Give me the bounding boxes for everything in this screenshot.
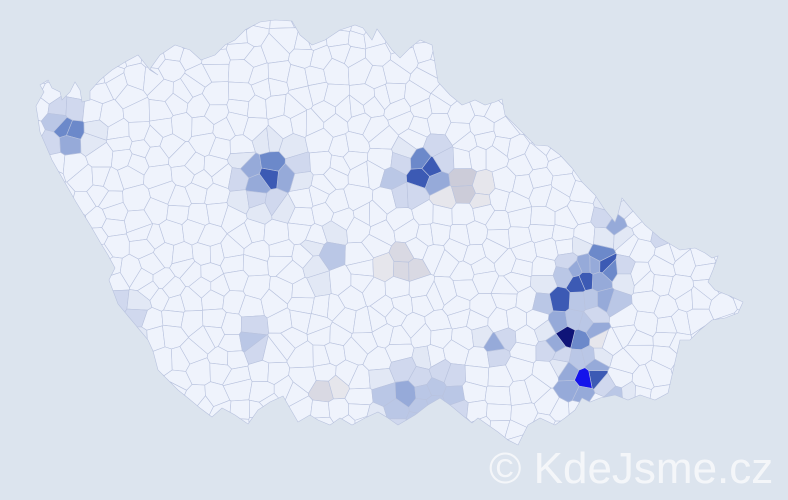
svg-text:© KdeJsme.cz: © KdeJsme.cz [489,444,773,493]
